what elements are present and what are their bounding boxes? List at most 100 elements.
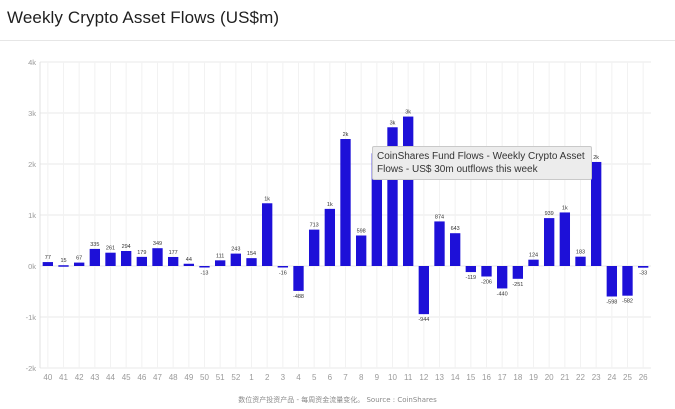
data-label: 349 bbox=[153, 241, 162, 247]
x-tick-label: 8 bbox=[359, 373, 364, 382]
title-divider bbox=[0, 40, 675, 41]
bar bbox=[512, 266, 524, 279]
bar bbox=[324, 208, 336, 266]
bar bbox=[105, 252, 116, 266]
data-label: 177 bbox=[169, 250, 178, 256]
x-tick-label: 21 bbox=[560, 373, 569, 382]
data-label: 111 bbox=[216, 253, 224, 259]
data-label: 179 bbox=[137, 250, 146, 256]
x-tick-label: 45 bbox=[122, 373, 131, 382]
bar-tooltip: CoinShares Fund Flows - Weekly Crypto As… bbox=[372, 146, 592, 180]
bar bbox=[167, 256, 179, 266]
data-label: 294 bbox=[122, 244, 131, 250]
data-label: -206 bbox=[481, 280, 492, 286]
x-tick-label: 48 bbox=[169, 373, 178, 382]
x-tick-label: 51 bbox=[216, 373, 225, 382]
data-label: 598 bbox=[357, 229, 366, 235]
bar bbox=[136, 256, 148, 266]
data-label: 243 bbox=[231, 247, 240, 253]
bar bbox=[449, 233, 461, 266]
data-label: -251 bbox=[512, 282, 523, 288]
x-tick-label: 46 bbox=[137, 373, 146, 382]
bar bbox=[152, 248, 163, 266]
bar bbox=[308, 229, 320, 266]
bar bbox=[622, 266, 633, 296]
x-tick-label: 24 bbox=[607, 373, 616, 382]
data-label: 15 bbox=[60, 258, 66, 264]
bar bbox=[355, 235, 367, 266]
y-tick-label: 0k bbox=[28, 262, 36, 271]
x-tick-label: 52 bbox=[231, 373, 240, 382]
x-tick-label: 10 bbox=[388, 373, 397, 382]
data-label: 2k bbox=[593, 155, 599, 161]
chart-title: Weekly Crypto Asset Flows (US$m) bbox=[7, 8, 280, 27]
bar bbox=[214, 260, 226, 266]
data-label: 67 bbox=[76, 256, 82, 262]
x-tick-label: 25 bbox=[623, 373, 632, 382]
y-tick-label: -1k bbox=[26, 313, 37, 322]
bar bbox=[496, 266, 508, 289]
bar bbox=[277, 266, 289, 268]
data-label: 154 bbox=[247, 251, 256, 257]
bar bbox=[575, 256, 586, 266]
data-label: 3k bbox=[405, 110, 411, 116]
data-label: -944 bbox=[418, 317, 429, 323]
x-tick-label: 22 bbox=[576, 373, 585, 382]
data-label: 643 bbox=[451, 226, 460, 232]
data-label: 44 bbox=[186, 257, 192, 263]
data-label: 261 bbox=[106, 246, 115, 252]
x-tick-label: 42 bbox=[75, 373, 84, 382]
bar bbox=[340, 139, 351, 266]
y-tick-label: 2k bbox=[28, 160, 36, 169]
bar bbox=[120, 251, 132, 266]
x-tick-label: 19 bbox=[529, 373, 538, 382]
bar bbox=[73, 262, 85, 266]
bar bbox=[590, 161, 602, 266]
source-footnote: 数位资产投资产品 - 每周资金流量变化。 Source : CoinShares bbox=[238, 396, 437, 404]
bar bbox=[42, 262, 54, 266]
bar bbox=[58, 265, 69, 267]
bar bbox=[481, 266, 492, 277]
data-label: -582 bbox=[622, 299, 633, 305]
data-label: 939 bbox=[545, 211, 554, 217]
data-label: -13 bbox=[201, 271, 209, 277]
x-tick-label: 14 bbox=[451, 373, 460, 382]
bar bbox=[293, 266, 304, 291]
data-label: 2k bbox=[343, 132, 349, 138]
bar bbox=[606, 266, 618, 297]
data-label: 874 bbox=[435, 214, 444, 220]
data-label: -598 bbox=[606, 299, 617, 305]
x-tick-label: 40 bbox=[43, 373, 52, 382]
bar bbox=[465, 266, 477, 273]
bar bbox=[543, 218, 555, 266]
x-tick-label: 44 bbox=[106, 373, 115, 382]
bar bbox=[402, 116, 414, 266]
data-label: -488 bbox=[293, 294, 304, 300]
x-tick-label: 5 bbox=[312, 373, 317, 382]
y-tick-label: 1k bbox=[28, 211, 36, 220]
bar bbox=[371, 153, 383, 266]
x-tick-label: 16 bbox=[482, 373, 491, 382]
data-label: 124 bbox=[529, 253, 538, 259]
y-tick-label: 4k bbox=[28, 58, 36, 67]
data-label: 1k bbox=[264, 196, 270, 202]
x-tick-label: 20 bbox=[545, 373, 554, 382]
x-tick-label: 15 bbox=[466, 373, 475, 382]
data-label: -16 bbox=[279, 271, 287, 277]
x-tick-label: 47 bbox=[153, 373, 162, 382]
x-tick-label: 6 bbox=[328, 373, 333, 382]
x-tick-label: 26 bbox=[639, 373, 648, 382]
x-tick-label: 41 bbox=[59, 373, 68, 382]
x-tick-label: 2 bbox=[265, 373, 270, 382]
data-label: 1k bbox=[327, 202, 333, 208]
data-label: -440 bbox=[497, 291, 508, 297]
bar bbox=[261, 203, 273, 266]
data-label: 335 bbox=[90, 242, 99, 248]
bar bbox=[418, 266, 430, 315]
bar bbox=[637, 266, 649, 268]
bar bbox=[434, 221, 445, 266]
x-tick-label: 43 bbox=[90, 373, 99, 382]
x-tick-label: 7 bbox=[343, 373, 348, 382]
